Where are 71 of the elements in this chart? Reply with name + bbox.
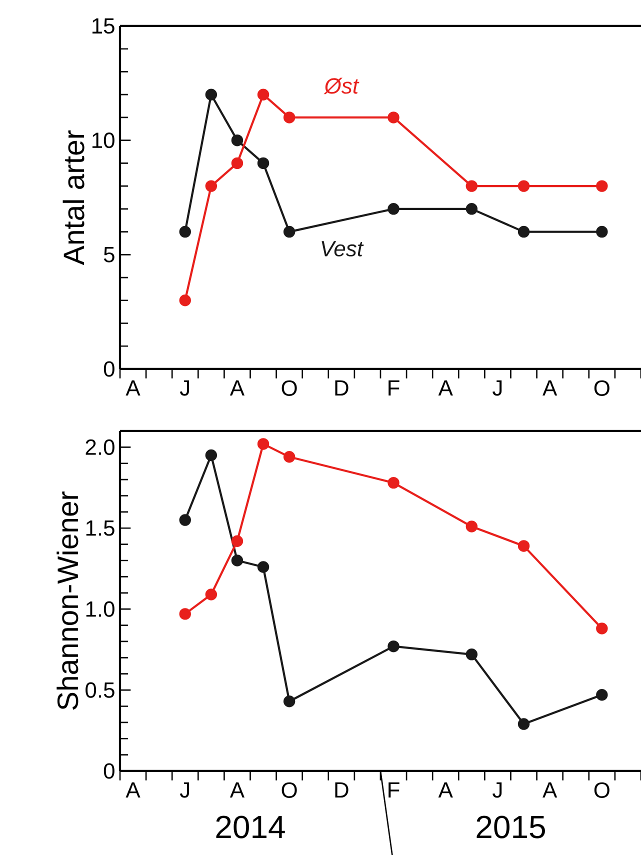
point bbox=[388, 476, 400, 489]
point bbox=[205, 588, 218, 600]
point bbox=[179, 608, 191, 620]
x-tick-label: A bbox=[542, 380, 558, 396]
point bbox=[205, 180, 218, 192]
point bbox=[179, 226, 191, 238]
x-tick-label: A bbox=[126, 380, 140, 396]
y-tick-label: 1.5 bbox=[86, 520, 114, 536]
point bbox=[518, 180, 530, 192]
y-tick-label: 5 bbox=[104, 246, 114, 262]
point bbox=[388, 112, 400, 124]
point bbox=[179, 514, 191, 526]
point bbox=[596, 226, 608, 238]
x-tick-label: F bbox=[388, 782, 400, 798]
point bbox=[466, 648, 478, 660]
point bbox=[388, 203, 400, 215]
point bbox=[388, 640, 400, 652]
point bbox=[596, 689, 608, 701]
y-axis-title: Shannon-Wiener bbox=[56, 491, 78, 710]
y-tick-label: 10 bbox=[92, 132, 114, 148]
point bbox=[596, 622, 608, 634]
point bbox=[231, 134, 244, 146]
point bbox=[283, 226, 296, 238]
point bbox=[283, 696, 296, 708]
x-tick-label: J bbox=[180, 380, 189, 396]
point bbox=[205, 88, 218, 100]
y-tick-label: 15 bbox=[92, 18, 114, 34]
point bbox=[231, 157, 244, 170]
point bbox=[257, 438, 270, 450]
y-tick-label: 0 bbox=[104, 361, 114, 377]
point bbox=[596, 180, 608, 192]
point bbox=[283, 451, 296, 463]
text: 2014 bbox=[216, 816, 285, 838]
point bbox=[231, 535, 244, 547]
point bbox=[283, 112, 296, 124]
x-tick-label: O bbox=[594, 380, 610, 396]
x-tick-label: J bbox=[492, 380, 502, 396]
point bbox=[466, 520, 478, 532]
y-tick-label: 1.0 bbox=[86, 601, 114, 617]
x-tick-label: A bbox=[438, 380, 453, 396]
x-tick-label: O bbox=[594, 782, 610, 798]
x-tick-label: A bbox=[126, 782, 140, 798]
x-tick-label: D bbox=[335, 380, 348, 396]
y-tick-label: 0.5 bbox=[86, 682, 114, 698]
y-tick-label: 2.0 bbox=[86, 439, 114, 455]
x-tick-label: A bbox=[438, 782, 453, 798]
x-tick-label: D bbox=[335, 782, 348, 798]
x-tick-label: O bbox=[282, 782, 297, 798]
y-axis-title: Antal arter bbox=[62, 130, 84, 266]
x-tick-label: A bbox=[230, 782, 245, 798]
text: 2015 bbox=[476, 816, 545, 838]
x-tick-label: J bbox=[180, 782, 189, 798]
point bbox=[231, 554, 244, 566]
point bbox=[518, 540, 530, 552]
point bbox=[257, 88, 270, 100]
x-tick-label: A bbox=[230, 380, 245, 396]
x-tick-label: O bbox=[282, 380, 297, 396]
point bbox=[179, 294, 191, 306]
x-tick-label: A bbox=[542, 782, 558, 798]
point bbox=[257, 157, 270, 170]
x-tick-label: J bbox=[492, 782, 502, 798]
point bbox=[518, 718, 530, 730]
series-label: Øst bbox=[324, 78, 360, 94]
point bbox=[466, 203, 478, 215]
point bbox=[205, 449, 218, 462]
series-label: Vest bbox=[322, 241, 364, 256]
point bbox=[518, 226, 530, 238]
point bbox=[466, 180, 478, 192]
x-tick-label: F bbox=[388, 380, 400, 396]
y-tick-label: 0 bbox=[104, 763, 114, 779]
point bbox=[257, 561, 270, 573]
